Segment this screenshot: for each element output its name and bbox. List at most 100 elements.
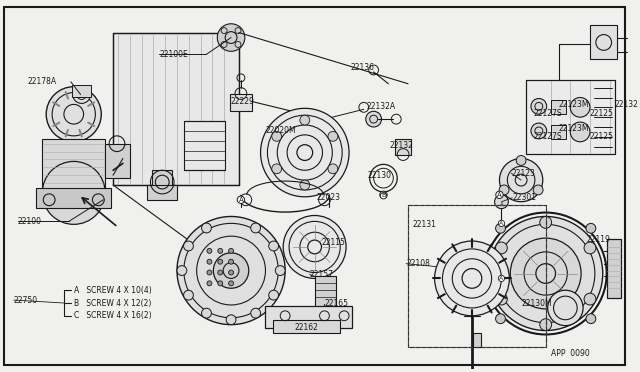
Bar: [550, 100, 566, 114]
Bar: [550, 125, 566, 139]
Circle shape: [228, 270, 234, 275]
Text: 22119: 22119: [586, 235, 610, 244]
Text: 22132: 22132: [614, 100, 639, 109]
Circle shape: [269, 290, 278, 300]
Text: 22108: 22108: [406, 259, 430, 268]
Text: 22123: 22123: [511, 169, 535, 178]
Circle shape: [202, 223, 211, 233]
Circle shape: [570, 97, 590, 117]
Circle shape: [207, 281, 212, 286]
Text: 22229: 22229: [230, 97, 254, 106]
Circle shape: [226, 315, 236, 325]
Circle shape: [548, 290, 583, 326]
Text: 22132: 22132: [389, 141, 413, 150]
Text: 22131: 22131: [413, 220, 437, 229]
Bar: [607, 239, 621, 298]
Circle shape: [46, 87, 101, 142]
Text: B: B: [381, 192, 386, 198]
Text: A: A: [239, 197, 243, 203]
Bar: [184, 121, 225, 170]
Circle shape: [283, 215, 346, 278]
Circle shape: [228, 281, 234, 286]
Text: 22125: 22125: [590, 109, 614, 118]
Circle shape: [228, 259, 234, 264]
Circle shape: [202, 308, 211, 318]
Text: 22100: 22100: [18, 217, 42, 226]
Circle shape: [495, 195, 508, 209]
Text: 22100E: 22100E: [159, 50, 188, 59]
Circle shape: [533, 185, 543, 195]
Circle shape: [495, 242, 508, 254]
Text: 22157: 22157: [310, 270, 333, 279]
Text: A   SCREW 4 X 10(4): A SCREW 4 X 10(4): [74, 286, 152, 295]
Bar: [408, 205, 546, 347]
Circle shape: [540, 319, 552, 331]
Circle shape: [328, 131, 338, 141]
Text: 22301: 22301: [512, 193, 536, 202]
Circle shape: [516, 155, 526, 165]
Text: A: A: [499, 276, 504, 281]
Circle shape: [495, 314, 506, 324]
Circle shape: [184, 241, 193, 251]
Polygon shape: [113, 33, 239, 185]
Circle shape: [489, 217, 603, 331]
Circle shape: [300, 115, 310, 125]
Circle shape: [42, 161, 105, 224]
Bar: [273, 320, 340, 333]
Circle shape: [218, 248, 223, 253]
Circle shape: [570, 122, 590, 142]
Text: 22132A: 22132A: [367, 102, 396, 111]
Text: 22127S: 22127S: [534, 109, 563, 118]
Text: 22130: 22130: [368, 171, 392, 180]
Text: 22127S: 22127S: [534, 132, 563, 141]
Circle shape: [584, 293, 596, 305]
Bar: [105, 144, 130, 178]
Circle shape: [584, 242, 596, 254]
Text: 22750: 22750: [14, 296, 38, 305]
Circle shape: [218, 259, 223, 264]
Circle shape: [499, 158, 543, 202]
Circle shape: [275, 266, 285, 276]
Circle shape: [586, 314, 596, 324]
Text: 22123M: 22123M: [559, 125, 589, 134]
Bar: [315, 276, 336, 308]
Circle shape: [540, 217, 552, 228]
Text: A: A: [497, 192, 502, 198]
Polygon shape: [42, 139, 105, 193]
Circle shape: [184, 290, 193, 300]
Circle shape: [510, 238, 581, 309]
Polygon shape: [36, 188, 111, 208]
Circle shape: [269, 241, 278, 251]
Circle shape: [435, 241, 509, 316]
Polygon shape: [147, 185, 177, 200]
Circle shape: [300, 180, 310, 190]
Circle shape: [207, 248, 212, 253]
Circle shape: [207, 270, 212, 275]
Circle shape: [73, 86, 90, 103]
Circle shape: [586, 224, 596, 233]
Circle shape: [260, 108, 349, 197]
Bar: [266, 306, 352, 328]
Text: B: B: [381, 193, 385, 198]
Text: A: A: [499, 221, 504, 226]
Text: 22023: 22023: [317, 193, 340, 202]
Bar: [72, 85, 92, 96]
Text: 22130M: 22130M: [521, 298, 552, 308]
Text: 22125: 22125: [590, 132, 614, 141]
Circle shape: [499, 185, 509, 195]
Text: 22020M: 22020M: [266, 126, 296, 135]
Circle shape: [366, 111, 381, 127]
Bar: [473, 333, 481, 347]
Text: 22115: 22115: [321, 238, 346, 247]
Bar: [396, 139, 411, 154]
Text: 22162: 22162: [295, 323, 319, 332]
Bar: [408, 205, 546, 347]
Circle shape: [251, 308, 260, 318]
Text: C   SCREW 4 X 16(2): C SCREW 4 X 16(2): [74, 311, 152, 320]
Bar: [590, 25, 618, 59]
Polygon shape: [152, 170, 172, 190]
Circle shape: [218, 24, 245, 51]
Circle shape: [531, 99, 547, 114]
Circle shape: [531, 123, 547, 139]
Circle shape: [177, 266, 187, 276]
